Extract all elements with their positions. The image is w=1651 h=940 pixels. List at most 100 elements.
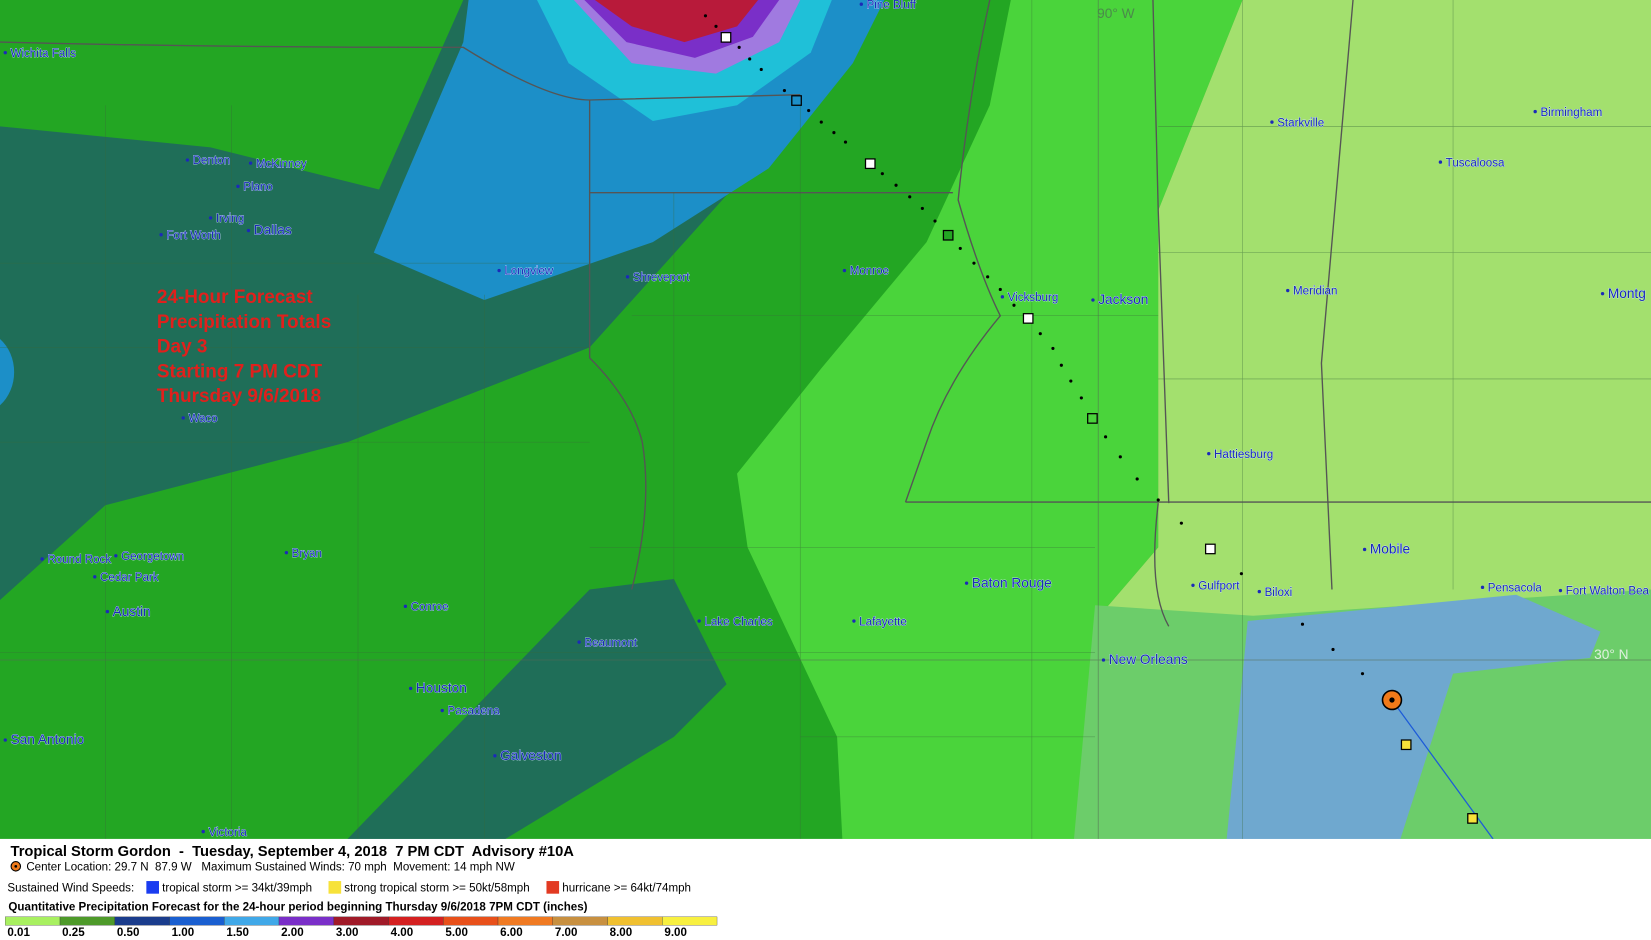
city-dot [201, 829, 205, 834]
city-label: Monroe [850, 266, 889, 278]
scale-label: 0.50 [117, 927, 140, 939]
city-label: Fort Worth [166, 230, 220, 242]
scale-label: 2.00 [281, 927, 304, 939]
scale-swatch [114, 916, 170, 926]
city-dot [40, 557, 44, 561]
scale-swatch [552, 916, 608, 926]
city-dot [1558, 588, 1563, 593]
overlay-title: 24-Hour Forecast Precipitation Totals Day … [157, 287, 331, 407]
city-dot [93, 575, 97, 579]
footer: Tropical Storm Gordon - Tuesday, Septemb… [0, 838, 1651, 940]
city-label: Baton Rouge [972, 575, 1052, 590]
city-dot [1207, 452, 1211, 456]
city-label: Birmingham [1540, 107, 1602, 119]
city-label: New Orleans [1109, 652, 1188, 667]
city-label: Mobile [1370, 542, 1410, 557]
city-dot [1362, 547, 1367, 552]
overlay-line: Thursday 9/6/2018 [157, 386, 321, 407]
city-label: Shreveport [633, 272, 690, 284]
city-dot [1286, 288, 1290, 293]
city-dot [625, 275, 630, 279]
city-label: Cedar Park [100, 572, 159, 584]
city-dot [1257, 589, 1261, 594]
scale-swatch [5, 916, 61, 926]
city-label: Conroe [411, 602, 449, 614]
city-label: Denton [193, 155, 230, 167]
city-label: Pensacola [1488, 583, 1543, 595]
overlay-line: Day 3 [157, 337, 208, 358]
city-label: Lafayette [859, 616, 907, 628]
scale-swatch [388, 916, 444, 926]
scale-swatch [662, 916, 718, 926]
city-dot [408, 686, 413, 691]
city-label: Georgetown [121, 551, 184, 563]
city-label: Biloxi [1265, 587, 1293, 599]
city-dot [159, 233, 163, 237]
cities: Wichita Falls Denton McKinney Plano Irving Fo… [3, 0, 1650, 839]
city-dot [114, 554, 118, 558]
city-label: Plano [243, 182, 273, 194]
scale-label: 1.50 [226, 927, 249, 939]
scale-label: 1.00 [172, 927, 195, 939]
borders [0, 0, 1651, 839]
scale-label: 0.01 [7, 927, 30, 939]
qpf-title: Quantitative Precipitation Forecast for … [8, 902, 587, 914]
overlay-line: 24-Hour Forecast [157, 287, 313, 308]
city-dot [697, 619, 701, 623]
wind-item: tropical storm >= 34kt/39mph [162, 883, 312, 895]
overlay-line: Starting 7 PM CDT [157, 361, 323, 382]
city-dot [1000, 295, 1005, 299]
city-dot [208, 216, 213, 220]
scale-swatch [59, 916, 115, 926]
city-label: Galveston [500, 748, 562, 763]
scale-label: 5.00 [445, 927, 468, 939]
precip-scale: 0.01 0.25 0.50 1.00 1.50 2.00 3.00 4.00 5.00 6.00… [5, 916, 718, 939]
city-label: Houston [416, 681, 467, 696]
scale-swatch [443, 916, 499, 926]
wind-label: Sustained Wind Speeds: [7, 883, 134, 895]
scale-label: 9.00 [664, 927, 687, 939]
city-label: Longview [504, 266, 554, 278]
city-label: Montg [1608, 286, 1646, 301]
scale-swatch [278, 916, 334, 926]
city-dot [246, 228, 251, 233]
city-label: Starkville [1277, 117, 1324, 129]
city-label: Vicksburg [1008, 292, 1059, 304]
scale-swatch [607, 916, 663, 926]
wind-item: strong tropical storm >= 50kt/58mph [344, 883, 529, 895]
city-label: Lake Charles [704, 616, 772, 628]
city-label: Irving [216, 213, 244, 225]
city-label: McKinney [256, 158, 307, 170]
scale-label: 8.00 [610, 927, 633, 939]
city-dot [3, 50, 7, 55]
city-label: Round Rock [47, 554, 111, 566]
footer-title: Tropical Storm Gordon - Tuesday, Septemb… [11, 844, 575, 860]
city-dot [1533, 109, 1537, 114]
city-dot [1480, 585, 1485, 590]
center-info: Center Location: 29.7 N 87.9 W Maximum S… [26, 862, 515, 874]
city-dot [577, 640, 581, 644]
city-label: Hattiesburg [1214, 449, 1273, 461]
city-label: Bryan [292, 548, 322, 560]
city-label: Victoria [208, 827, 247, 839]
city-dot [440, 708, 444, 713]
city-dot [1101, 658, 1106, 662]
city-label: Pasadena [447, 706, 500, 718]
overlay-line: Precipitation Totals [157, 312, 331, 333]
city-label: Meridian [1293, 286, 1337, 298]
city-label: Fort Walton Bea [1566, 586, 1650, 598]
scale-swatch [224, 916, 280, 926]
city-dot [859, 2, 863, 6]
longitude-label: 90° W [1097, 6, 1134, 21]
latitude-label: 30° N [1594, 647, 1628, 662]
city-dot [236, 184, 240, 188]
precip-areas [0, 0, 1651, 839]
city-label: Beaumont [584, 637, 638, 649]
city-dot [284, 550, 289, 555]
city-dot [493, 754, 497, 758]
scale-swatch [169, 916, 225, 926]
scale-label: 7.00 [555, 927, 578, 939]
city-dot [497, 268, 501, 273]
